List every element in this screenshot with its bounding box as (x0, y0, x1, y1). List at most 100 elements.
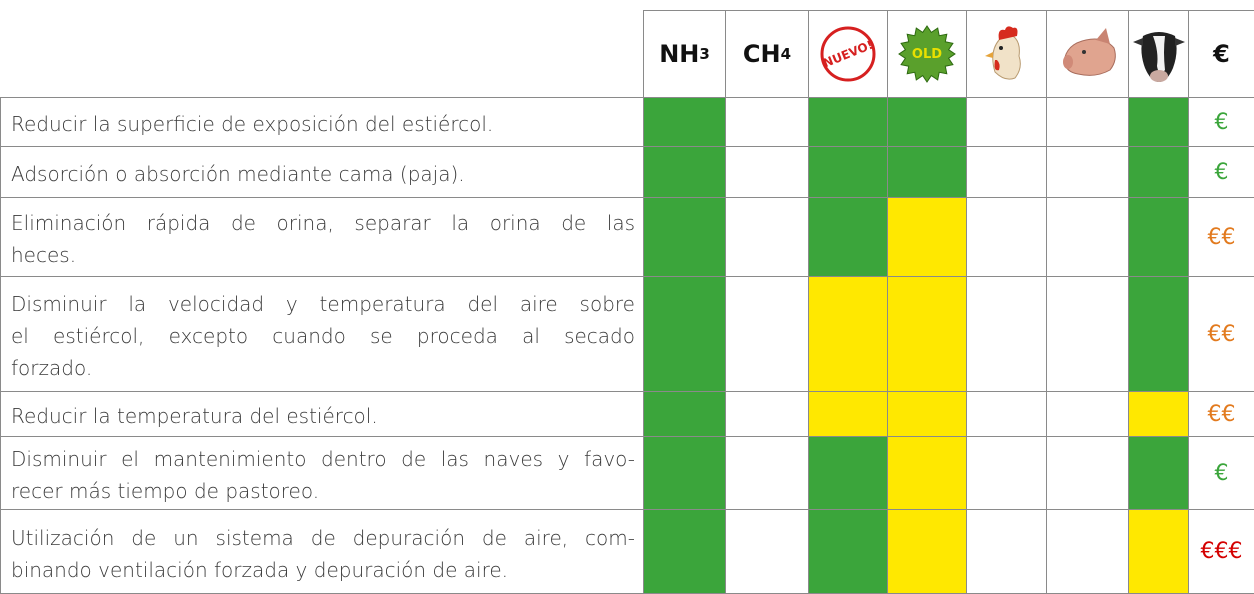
status-cell (1128, 509, 1189, 594)
label-line: Disminuir la velocidad y temperatura del… (11, 292, 635, 316)
label-line: heces. (11, 243, 77, 267)
status-cell (887, 509, 967, 594)
label-line: Eliminación rápida de orina, separar la … (11, 211, 635, 235)
status-cell (643, 509, 726, 594)
status-cell (808, 276, 888, 392)
eye (1081, 50, 1086, 54)
column-header (1046, 10, 1129, 98)
animal-icon (1062, 28, 1116, 76)
status-cell (808, 197, 888, 277)
badge-text: OLD (912, 47, 942, 62)
status-cell (1128, 436, 1189, 510)
row-label: Utilización de un sistema de depuración … (0, 509, 644, 594)
column-header: OLD (887, 10, 967, 98)
animal-icon (984, 26, 1021, 80)
blaze (1153, 36, 1165, 74)
label-line: recer más tiempo de pastoreo. (11, 479, 320, 503)
status-cell (808, 391, 888, 437)
status-cell (1128, 197, 1189, 277)
status-cell (1128, 391, 1189, 437)
status-cell (808, 509, 888, 594)
cost-cell: € (1188, 97, 1254, 147)
comb (998, 26, 1017, 40)
status-cell (966, 197, 1047, 277)
column-header (1128, 10, 1189, 98)
status-cell (1046, 97, 1129, 147)
status-cell (1128, 276, 1189, 392)
row-label: Reducir la temperatura del estiércol. (0, 391, 644, 437)
wattle (994, 60, 1000, 71)
status-cell (1046, 509, 1129, 594)
header-text: CH (742, 40, 781, 68)
chicken-head (991, 34, 1021, 80)
cost-cell: €€ (1188, 197, 1254, 277)
animal-icon (1133, 32, 1185, 82)
header-subscript: 4 (780, 45, 792, 63)
header-subscript: 3 (699, 45, 710, 63)
status-cell (808, 146, 888, 198)
status-cell (725, 391, 809, 437)
muzzle (1150, 70, 1168, 82)
status-cell (887, 276, 967, 392)
cost-cell: €€ (1188, 276, 1254, 392)
status-cell (808, 97, 888, 147)
label-line: Reducir la temperatura del estiércol. (11, 404, 378, 428)
badge: NUEVO! (820, 26, 876, 82)
status-cell (887, 197, 967, 277)
badge: OLD (898, 25, 956, 83)
label-line: el estiércol, excepto cuando se proceda … (11, 324, 635, 348)
row-label: Adsorción o absorción mediante cama (paj… (0, 146, 644, 198)
ear (1095, 28, 1110, 44)
header-text: NH (659, 40, 700, 68)
cost-cell: € (1188, 146, 1254, 198)
column-header: NUEVO! (808, 10, 888, 98)
badge-ring (820, 26, 876, 82)
status-cell (643, 97, 726, 147)
status-cell (1046, 197, 1129, 277)
status-cell (725, 197, 809, 277)
column-header (966, 10, 1047, 98)
status-cell (643, 276, 726, 392)
status-cell (1128, 97, 1189, 147)
column-header: € (1188, 10, 1254, 98)
label-line: Reducir la superficie de exposición del … (11, 112, 494, 136)
label-line: Disminuir el mantenimiento dentro de las… (11, 447, 635, 471)
pig-head (1062, 38, 1116, 76)
status-cell (887, 391, 967, 437)
status-cell (966, 436, 1047, 510)
status-cell (966, 146, 1047, 198)
status-cell (887, 146, 967, 198)
status-cell (887, 97, 967, 147)
status-cell (1046, 436, 1129, 510)
status-cell (1046, 146, 1129, 198)
status-cell (966, 97, 1047, 147)
row-label: Disminuir la velocidad y temperatura del… (0, 276, 644, 392)
status-cell (966, 276, 1047, 392)
status-cell (1128, 146, 1189, 198)
status-cell (1046, 276, 1129, 392)
status-cell (1046, 391, 1129, 437)
status-cell (966, 391, 1047, 437)
header-text: € (1213, 40, 1230, 68)
label-line: Utilización de un sistema de depuración … (11, 525, 635, 550)
label-line: Adsorción o absorción mediante cama (paj… (11, 162, 465, 186)
cost-cell: €€ (1188, 391, 1254, 437)
status-cell (725, 436, 809, 510)
row-label: Reducir la superficie de exposición del … (0, 97, 644, 147)
status-cell (725, 509, 809, 594)
badge-star (898, 25, 956, 83)
column-header: CH 4 (725, 10, 809, 98)
status-cell (725, 97, 809, 147)
status-cell (966, 509, 1047, 594)
snout (1062, 55, 1073, 69)
label-line: binando ventilación forzada y depuración… (11, 557, 509, 582)
status-cell (643, 436, 726, 510)
status-cell (643, 197, 726, 277)
status-cell (643, 391, 726, 437)
label-line: forzado. (11, 356, 93, 380)
cost-cell: €€€ (1188, 509, 1254, 594)
status-cell (725, 146, 809, 198)
beak (984, 52, 993, 58)
eye (998, 46, 1003, 50)
